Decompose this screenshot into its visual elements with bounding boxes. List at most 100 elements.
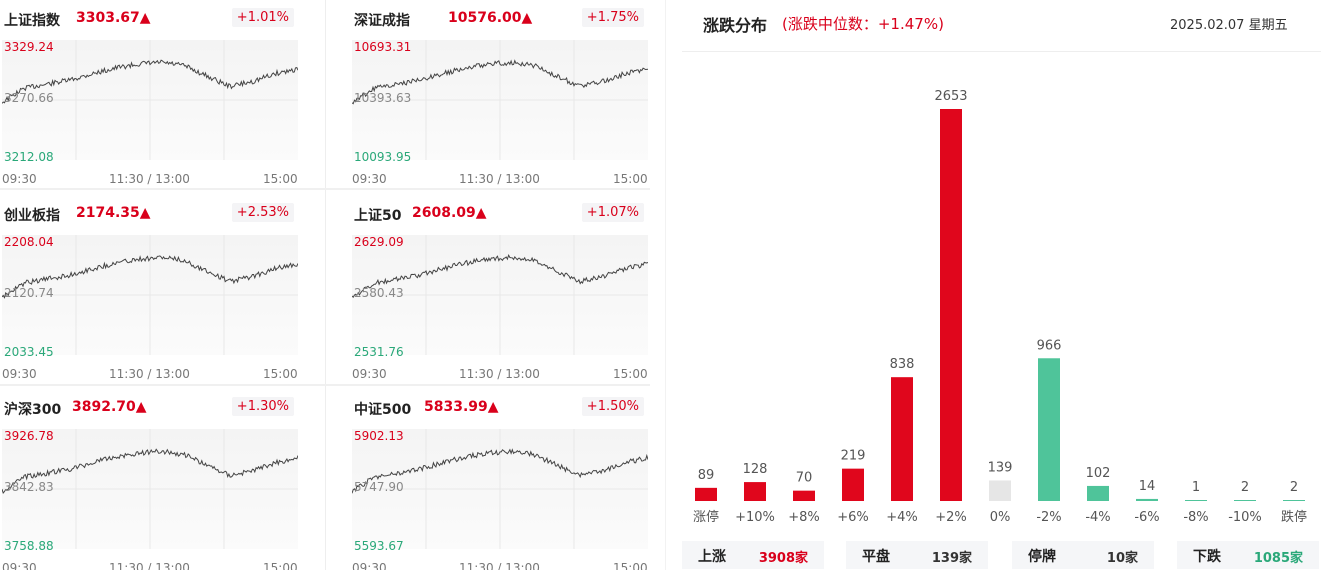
change-badge: +1.75%	[581, 8, 644, 27]
intraday-chart-plot	[2, 235, 298, 355]
index-name: 上证指数	[4, 13, 60, 29]
row-separator	[0, 384, 650, 386]
price-mid-label: 5747.90	[354, 480, 404, 494]
category-label: -6%	[1134, 510, 1159, 525]
bar-value-label: 14	[1139, 479, 1156, 494]
change-badge: +1.01%	[231, 8, 294, 27]
price-line	[2, 448, 298, 495]
category-label: 涨停	[693, 509, 719, 525]
bar-3[interactable]	[842, 468, 864, 501]
bar-value-label: 2	[1290, 480, 1298, 495]
panel-divider	[665, 0, 666, 570]
bar-value-label: 70	[796, 471, 813, 486]
bar-8[interactable]	[1087, 485, 1109, 501]
price-low-label: 2033.45	[4, 345, 54, 359]
bar-9[interactable]	[1136, 498, 1158, 501]
intraday-chart-plot	[2, 429, 298, 549]
summary-3: 下跌 1085家	[1177, 541, 1319, 569]
time-open: 09:30	[2, 561, 37, 570]
price-low-label: 3212.08	[4, 150, 54, 164]
time-midday: 11:30 / 13:00	[459, 172, 540, 186]
change-badge: +2.53%	[231, 203, 294, 222]
price-line	[2, 59, 298, 104]
index-name: 沪深300	[4, 402, 62, 418]
intraday-chart: 2629.09 2580.43 2531.76	[352, 225, 648, 365]
category-label: 跌停	[1281, 509, 1307, 525]
price-line	[2, 255, 298, 299]
summary-2: 停牌 10家	[1012, 541, 1154, 569]
time-close: 15:00	[263, 172, 298, 186]
panel-header-divider	[682, 51, 1321, 52]
index-value: 5833.99▲	[424, 399, 499, 415]
time-close: 15:00	[613, 367, 648, 381]
category-label: +10%	[735, 510, 775, 525]
bar-value-label: 139	[988, 460, 1013, 475]
intraday-chart: 2208.04 2120.74 2033.45	[2, 225, 298, 365]
bar-value-label: 2653	[934, 89, 967, 104]
index-header: 创业板指 2174.35▲ +2.53%	[2, 203, 298, 224]
index-value: 3892.70▲	[72, 399, 147, 415]
index-card[interactable]: 上证指数 3303.67▲ +1.01% 3329.24 3270.66 321…	[0, 8, 300, 193]
category-label: -8%	[1183, 510, 1208, 525]
index-card[interactable]: 中证500 5833.99▲ +1.50% 5902.13 5747.90 55…	[350, 397, 650, 570]
time-midday: 11:30 / 13:00	[459, 561, 540, 570]
price-high-label: 2208.04	[4, 235, 54, 249]
index-header: 深证成指 10576.00▲ +1.75%	[352, 8, 648, 29]
intraday-chart-plot	[352, 235, 648, 355]
index-value: 10576.00▲	[448, 10, 533, 26]
time-midday: 11:30 / 13:00	[109, 561, 190, 570]
distribution-title: 涨跌分布	[703, 16, 768, 35]
row-separator	[0, 188, 650, 190]
index-header: 中证500 5833.99▲ +1.50%	[352, 397, 648, 418]
index-card[interactable]: 上证50 2608.09▲ +1.07% 2629.09 2580.43 253…	[350, 203, 650, 388]
summary-label: 下跌	[1193, 549, 1221, 565]
price-line	[352, 59, 648, 105]
index-card[interactable]: 深证成指 10576.00▲ +1.75% 10693.31 10393.63 …	[350, 8, 650, 193]
bar-6[interactable]	[989, 480, 1011, 501]
median-change: (涨跌中位数：+1.47%)	[782, 15, 944, 33]
price-low-label: 3758.88	[4, 539, 54, 553]
bar-7[interactable]	[1038, 358, 1060, 501]
price-mid-label: 3270.66	[4, 91, 54, 105]
bar-value-label: 102	[1086, 466, 1111, 481]
index-name: 上证50	[354, 208, 402, 224]
category-label: -2%	[1036, 510, 1061, 525]
bar-11[interactable]	[1234, 500, 1256, 501]
summary-count: 10家	[1106, 551, 1138, 566]
bar-4[interactable]	[891, 377, 913, 501]
category-label: -10%	[1228, 510, 1262, 525]
intraday-chart-plot	[352, 429, 648, 549]
bar-10[interactable]	[1185, 500, 1207, 501]
index-header: 上证指数 3303.67▲ +1.01%	[2, 8, 298, 29]
price-high-label: 5902.13	[354, 429, 404, 443]
intraday-chart: 3926.78 3842.83 3758.88	[2, 419, 298, 559]
summary-count: 1085家	[1253, 551, 1303, 566]
price-mid-label: 3842.83	[4, 480, 54, 494]
index-name: 中证500	[354, 402, 412, 418]
category-label: -4%	[1085, 510, 1110, 525]
bar-value-label: 2	[1241, 480, 1249, 495]
price-high-label: 10693.31	[354, 40, 412, 54]
bar-2[interactable]	[793, 490, 815, 501]
summary-label: 上涨	[698, 549, 726, 565]
bar-12[interactable]	[1283, 500, 1305, 501]
index-card[interactable]: 创业板指 2174.35▲ +2.53% 2208.04 2120.74 203…	[0, 203, 300, 388]
time-open: 09:30	[352, 561, 387, 570]
bar-value-label: 1	[1192, 480, 1200, 495]
index-card[interactable]: 沪深300 3892.70▲ +1.30% 3926.78 3842.83 37…	[0, 397, 300, 570]
time-midday: 11:30 / 13:00	[459, 367, 540, 381]
index-header: 上证50 2608.09▲ +1.07%	[352, 203, 648, 224]
time-close: 15:00	[613, 561, 648, 570]
bar-5[interactable]	[940, 109, 962, 501]
bar-value-label: 128	[743, 462, 768, 477]
bar-0[interactable]	[695, 487, 717, 501]
index-value: 3303.67▲	[76, 10, 151, 26]
summary-1: 平盘 139家	[846, 541, 988, 569]
price-line	[352, 253, 648, 299]
price-line	[352, 448, 648, 494]
price-low-label: 2531.76	[354, 345, 404, 359]
bar-value-label: 89	[698, 468, 715, 483]
price-mid-label: 2580.43	[354, 286, 404, 300]
intraday-chart: 5902.13 5747.90 5593.67	[352, 419, 648, 559]
bar-1[interactable]	[744, 482, 766, 501]
